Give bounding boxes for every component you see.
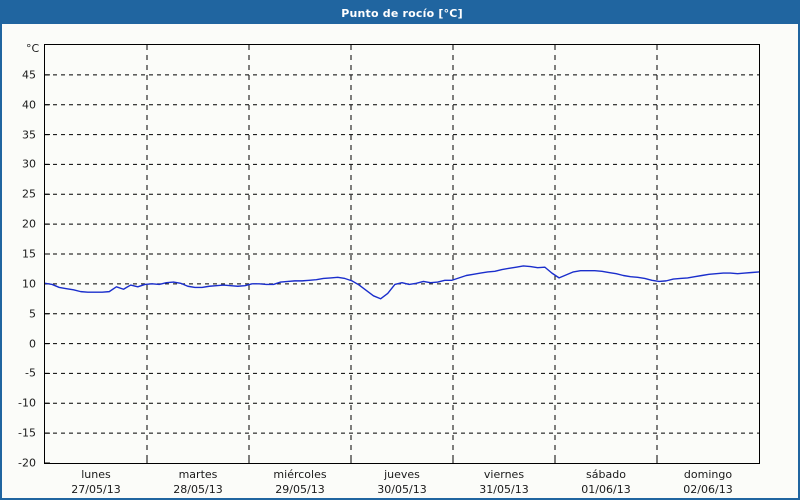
x-axis-day-name: sábado: [586, 468, 626, 481]
plot-area: [44, 44, 760, 464]
x-axis-day-name: miércoles: [273, 468, 327, 481]
x-axis-day-name: jueves: [384, 468, 420, 481]
x-axis-day-name: domingo: [683, 468, 733, 481]
x-axis-day-date: 02/06/13: [683, 483, 733, 496]
dewpoint-line-chart: [45, 45, 759, 463]
y-axis-tick-label: 15: [22, 247, 36, 261]
y-axis-tick-label: 10: [22, 277, 36, 291]
x-axis-day-label: jueves 30/05/13: [377, 467, 426, 497]
y-axis-tick-label: -20: [18, 456, 36, 470]
x-axis-day-label: viernes 31/05/13: [479, 467, 528, 497]
window-title-bar: Punto de rocío [°C]: [2, 2, 798, 24]
dewpoint-series-line: [45, 265, 759, 300]
y-axis-tick-label: 30: [22, 157, 36, 171]
x-axis-day-label: domingo 02/06/13: [683, 467, 732, 497]
y-axis-unit-label: °C: [26, 42, 40, 55]
y-axis-tick-label: 35: [22, 128, 36, 142]
x-axis-day-name: martes: [178, 468, 218, 481]
x-axis-day-label: sábado 01/06/13: [581, 467, 630, 497]
y-axis-tick-label: 25: [22, 187, 36, 201]
horizontal-gridlines: [45, 74, 759, 463]
y-axis-tick-label: 45: [22, 68, 36, 82]
x-axis-day-date: 01/06/13: [581, 483, 631, 496]
y-axis-tick-label: -15: [18, 426, 36, 440]
page-title: Punto de rocío [°C]: [341, 6, 463, 20]
x-axis-day-label: lunes 27/05/13: [71, 467, 120, 497]
x-axis-day-date: 31/05/13: [479, 483, 529, 496]
x-axis-day-name: lunes: [81, 468, 111, 481]
x-axis-ticks: [146, 458, 658, 463]
x-axis-day-name: viernes: [483, 468, 525, 481]
x-axis-day-label: martes 28/05/13: [173, 467, 222, 497]
y-axis-tick-label: 40: [22, 98, 36, 112]
x-axis-day-date: 28/05/13: [173, 483, 223, 496]
y-axis-tick-label: -5: [25, 366, 36, 380]
y-axis-tick-label: 5: [29, 307, 36, 321]
y-axis-tick-label: 20: [22, 217, 36, 231]
x-axis-day-date: 27/05/13: [71, 483, 121, 496]
y-axis-tick-label: 0: [29, 337, 36, 351]
y-axis-tick-label: -10: [18, 396, 36, 410]
x-axis-day-date: 30/05/13: [377, 483, 427, 496]
x-axis-day-label: miércoles 29/05/13: [273, 467, 326, 497]
x-axis-day-date: 29/05/13: [275, 483, 325, 496]
